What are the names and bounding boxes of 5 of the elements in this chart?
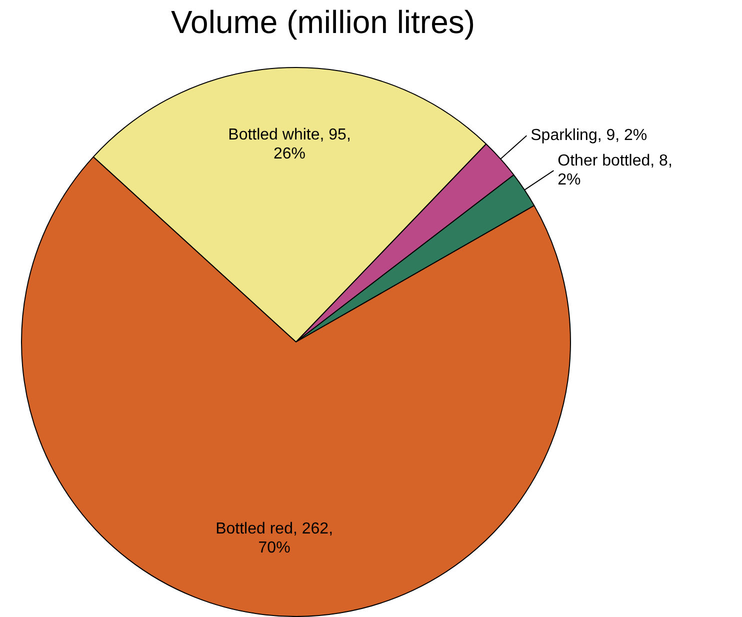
slice-label: Bottled red, 262, 70% [216, 520, 334, 556]
chart-title: Volume (million litres) [170, 4, 476, 41]
slice-label: Sparkling, 9, 2% [530, 127, 648, 144]
slice-label: Bottled white, 95, 26% [228, 126, 351, 162]
slice-label: Other bottled, 8, 2% [558, 152, 672, 188]
